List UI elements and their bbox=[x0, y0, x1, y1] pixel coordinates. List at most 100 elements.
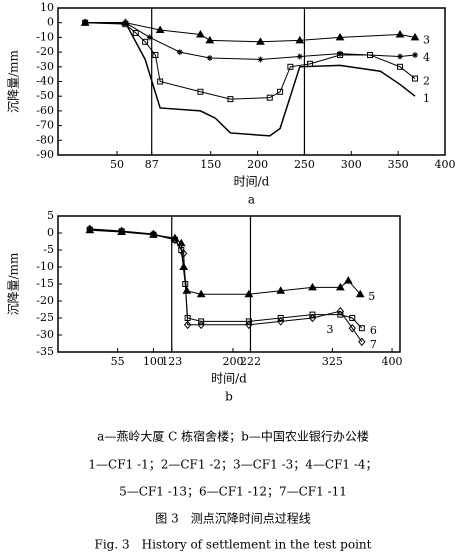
marker bbox=[309, 311, 316, 318]
x-tick-label: 400 bbox=[382, 355, 403, 368]
marker bbox=[227, 96, 234, 103]
marker bbox=[295, 35, 305, 44]
y-tick-label: -5 bbox=[43, 243, 54, 256]
y-tick-label: -20 bbox=[36, 294, 54, 307]
marker bbox=[86, 224, 94, 234]
x-tick-label: 300 bbox=[341, 158, 362, 171]
marker bbox=[182, 286, 192, 294]
y-tick-label: -40 bbox=[36, 75, 54, 88]
marker bbox=[412, 75, 419, 82]
marker bbox=[205, 35, 215, 44]
series-label: 4 bbox=[423, 51, 430, 64]
y-tick-label: -90 bbox=[36, 148, 54, 161]
marker bbox=[412, 52, 419, 59]
x-tick-label: 222 bbox=[240, 355, 261, 368]
marker bbox=[307, 60, 314, 67]
x-tick-label: 87 bbox=[145, 158, 159, 171]
marker bbox=[277, 315, 284, 321]
marker bbox=[196, 289, 206, 298]
marker bbox=[245, 318, 252, 325]
marker bbox=[171, 235, 179, 245]
x-tick-label: 200 bbox=[247, 158, 268, 171]
y-tick-label: -15 bbox=[36, 277, 54, 290]
marker bbox=[395, 29, 405, 38]
y-tick-label: -25 bbox=[36, 311, 54, 324]
marker bbox=[256, 37, 265, 45]
series-label: 5 bbox=[368, 290, 375, 303]
marker bbox=[266, 94, 273, 101]
x-axis-label: 时间/d bbox=[234, 175, 270, 189]
series-label: 2 bbox=[423, 75, 430, 88]
marker bbox=[198, 318, 205, 325]
x-tick-label: 325 bbox=[322, 355, 343, 368]
series-line bbox=[85, 22, 416, 100]
marker bbox=[308, 282, 317, 291]
x-tick-label: 123 bbox=[161, 355, 182, 368]
marker bbox=[176, 49, 183, 56]
marker bbox=[335, 282, 345, 291]
plot-frame bbox=[57, 7, 446, 156]
marker bbox=[146, 34, 153, 41]
annotation: 3 bbox=[327, 323, 334, 336]
y-tick-label: 5 bbox=[47, 209, 54, 222]
marker bbox=[183, 320, 192, 330]
figure-title-cn: 图 3 测点沉降时间点过程线 bbox=[155, 511, 310, 526]
x-tick-label: 350 bbox=[388, 158, 409, 171]
x-tick-label: 400 bbox=[435, 158, 456, 171]
caption-line: 5—CF1 -13；6—CF1 -12；7—CF1 -11 bbox=[119, 485, 347, 499]
marker bbox=[358, 337, 366, 347]
x-tick-label: 55 bbox=[111, 355, 125, 368]
marker bbox=[276, 286, 286, 294]
series-label: 1 bbox=[423, 92, 430, 105]
marker bbox=[397, 63, 404, 70]
marker bbox=[180, 249, 188, 258]
marker bbox=[122, 19, 129, 26]
subtitle: b bbox=[225, 390, 233, 404]
series-line bbox=[85, 22, 416, 60]
marker bbox=[117, 226, 126, 236]
y-tick-label: -80 bbox=[36, 133, 54, 146]
x-axis-label: 时间/d bbox=[211, 372, 247, 386]
marker bbox=[142, 38, 149, 45]
subtitle: a bbox=[248, 193, 255, 207]
series-label: 6 bbox=[370, 324, 377, 337]
marker bbox=[343, 276, 353, 284]
plot-frame bbox=[57, 215, 401, 353]
x-tick-label: 50 bbox=[110, 158, 124, 171]
y-tick-label: -35 bbox=[36, 345, 54, 358]
marker bbox=[337, 50, 344, 57]
marker bbox=[149, 229, 158, 239]
marker bbox=[197, 88, 204, 95]
marker bbox=[335, 32, 345, 41]
marker bbox=[132, 29, 139, 36]
y-tick-label: -10 bbox=[36, 260, 54, 273]
marker bbox=[277, 88, 284, 95]
y-tick-label: -30 bbox=[36, 60, 54, 73]
marker bbox=[245, 320, 253, 330]
marker bbox=[397, 53, 404, 60]
x-tick-label: 150 bbox=[200, 158, 221, 171]
marker bbox=[349, 315, 356, 321]
marker bbox=[244, 289, 254, 298]
marker bbox=[157, 78, 164, 85]
y-tick-label: -50 bbox=[36, 89, 54, 102]
marker bbox=[287, 63, 294, 70]
marker bbox=[296, 53, 303, 60]
series-label: 3 bbox=[423, 33, 430, 46]
marker bbox=[152, 52, 159, 59]
marker bbox=[196, 29, 205, 38]
series-line bbox=[89, 229, 361, 295]
marker bbox=[197, 320, 205, 330]
y-tick-label: 10 bbox=[40, 1, 54, 14]
marker bbox=[176, 238, 186, 247]
figure-title-en: Fig. 3 History of settlement in the test… bbox=[95, 538, 372, 552]
y-axis-label: 沉降量/mm bbox=[7, 252, 21, 315]
x-tick-label: 200 bbox=[222, 355, 243, 368]
y-axis-label: 沉降量/mm bbox=[7, 49, 21, 112]
marker bbox=[410, 32, 420, 41]
marker bbox=[336, 306, 345, 316]
marker bbox=[82, 19, 89, 26]
caption-line: 1—CF1 -1；2—CF1 -2；3—CF1 -3；4—CF1 -4； bbox=[88, 458, 377, 472]
marker bbox=[206, 54, 213, 61]
